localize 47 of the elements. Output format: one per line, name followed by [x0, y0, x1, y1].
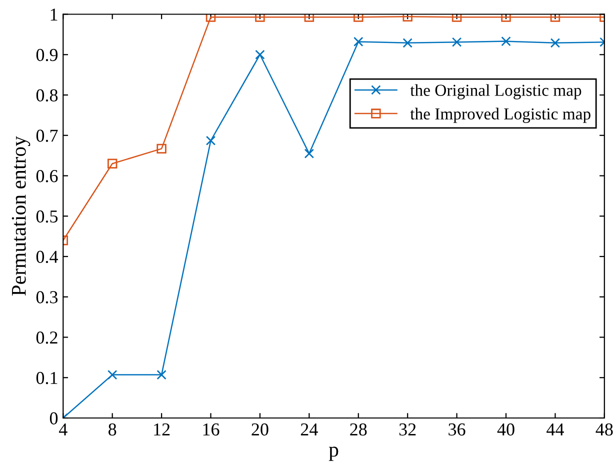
x-tick-label: 4	[58, 424, 68, 436]
y-tick-label: 0.7	[36, 130, 58, 142]
legend-label: the Original Logistic map	[410, 84, 582, 100]
x-tick-label: 44	[546, 424, 564, 436]
y-tick-label: 0.2	[36, 332, 58, 344]
point	[156, 370, 166, 380]
x-tick-label: 20	[252, 423, 268, 436]
point	[452, 14, 462, 22]
point	[354, 14, 364, 22]
point	[501, 36, 511, 46]
point	[550, 38, 560, 48]
x-tick-label: 12	[154, 423, 170, 436]
x-tick-label: 36	[448, 423, 466, 436]
point	[452, 37, 462, 47]
point	[206, 136, 216, 146]
point	[402, 38, 412, 48]
point	[156, 144, 166, 154]
point	[107, 158, 118, 168]
point	[402, 14, 412, 22]
x-tick-label: 40	[497, 423, 514, 436]
y-tick-label: 0.5	[36, 210, 58, 223]
x-tick-label: 32	[399, 423, 416, 436]
y-tick-label: 1	[50, 8, 58, 21]
y-tick-label: 0.9	[36, 48, 58, 62]
point	[354, 36, 364, 47]
point	[255, 50, 265, 60]
point	[304, 14, 314, 22]
point	[304, 148, 314, 158]
y-tick-label: 0.3	[36, 291, 58, 304]
point	[206, 14, 216, 22]
x-tick-label: 48	[596, 423, 613, 436]
point	[255, 14, 265, 22]
y-tick-label: 0.8	[36, 89, 58, 102]
y-tick-label: 0.6	[36, 170, 58, 182]
y-axis-title: Permutation entroy	[12, 136, 30, 296]
x-tick-label: 28	[350, 423, 367, 436]
y-tick-label: 0.1	[36, 372, 58, 384]
x-axis-title: p	[328, 446, 338, 461]
x-tick-label: 24	[300, 423, 318, 436]
x-tick-label: 16	[203, 423, 220, 436]
y-tick-label: 0.4	[36, 250, 58, 264]
point	[550, 14, 560, 22]
x-tick-label: 8	[108, 423, 116, 436]
legend-label: the Improved Logistic map	[410, 108, 590, 123]
point	[107, 370, 118, 380]
point	[501, 14, 511, 22]
y-tick-label: 0	[50, 412, 58, 424]
